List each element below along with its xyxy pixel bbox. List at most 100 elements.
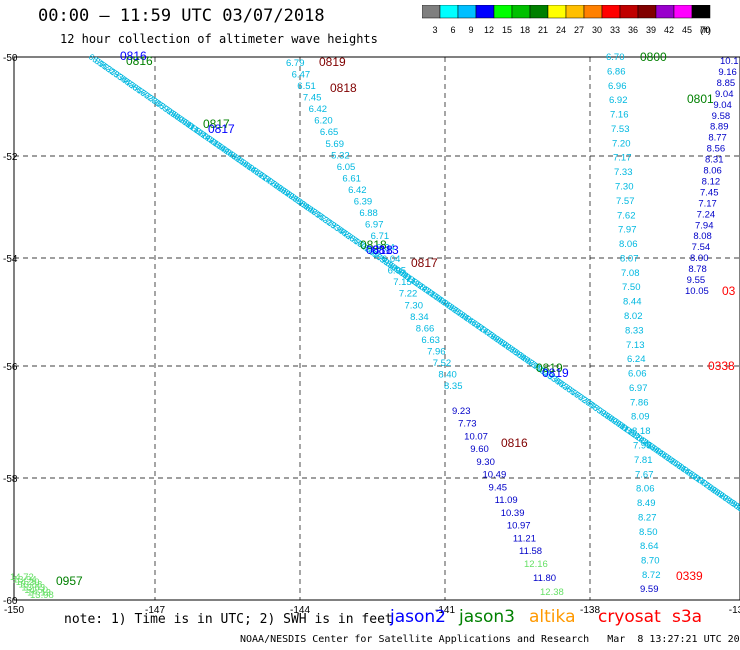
- swh-value-cryosat-a-high: 10.97: [507, 521, 531, 532]
- swh-value-cryosat-b: 7.30: [615, 182, 634, 193]
- swh-value-cryosat-a: 6.61: [342, 173, 361, 184]
- time-label: 0818: [366, 243, 393, 257]
- swh-value-cryosat-b-high: 9.59: [640, 584, 659, 595]
- colorbar-tick-label: 36: [628, 25, 638, 35]
- swh-value-cryosat-a-high: 10.39: [501, 508, 525, 519]
- time-label: 0338: [708, 359, 735, 373]
- swh-value-cryosat-b: 8.06: [636, 484, 655, 495]
- swh-value-cryosat-b: 6.92: [609, 95, 628, 106]
- swh-value-right-edge: 8.89: [710, 122, 729, 133]
- map-frame: [13, 56, 740, 601]
- swh-value-cryosat-a: 6.88: [359, 208, 378, 219]
- legend-cryosat: cryosat: [598, 607, 661, 627]
- swh-value-right-edge: 9.04: [713, 100, 732, 111]
- swh-value-corner: 13.94: [13, 575, 37, 586]
- swh-value-cryosat-b: 6.86: [607, 66, 626, 77]
- colorbar-unit: (ft): [700, 25, 711, 35]
- swh-value-cryosat-a: 6.97: [365, 220, 384, 231]
- swh-value-cryosat-b: 8.02: [624, 311, 643, 322]
- swh-value-cryosat-a: 7.52: [433, 358, 452, 369]
- swh-value-right-edge: 8.78: [688, 264, 707, 275]
- swh-value-cryosat-a: 6.63: [421, 335, 440, 346]
- swh-value-cryosat-a: 8.35: [444, 381, 463, 392]
- colorbar-tick-label: 30: [592, 25, 602, 35]
- swh-value-cryosat-b: 8.07: [620, 253, 639, 264]
- swh-value-right-edge: 9.55: [687, 275, 706, 286]
- swh-value-cryosat-b: 7.95: [633, 441, 652, 452]
- swh-value-cryosat-a: 6.05: [337, 162, 356, 173]
- swh-value-cryosat-a: 6.39: [354, 196, 373, 207]
- swh-value-jason-diagonal: 9.07: [734, 501, 740, 519]
- swh-value-cryosat-a-high: 9.23: [452, 406, 471, 417]
- swh-value-cryosat-a: 8.34: [410, 312, 429, 323]
- swh-value-jason-diagonal: 9.04: [730, 499, 740, 517]
- swh-value-cryosat-a: 7.30: [405, 300, 424, 311]
- swh-value-cryosat-a-high: 11.09: [495, 495, 518, 506]
- time-label: 0818: [330, 81, 357, 95]
- swh-value-right-edge: 8.12: [702, 176, 721, 187]
- swh-value-right-edge: 8.56: [707, 144, 726, 155]
- swh-value-cryosat-a-high: 9.30: [476, 457, 495, 468]
- swh-value-cryosat-b: 8.70: [641, 556, 660, 567]
- swh-value-cryosat-b: 8.33: [625, 325, 644, 336]
- swh-value-cryosat-b: 6.97: [629, 383, 648, 394]
- swh-value-cryosat-a-high: 10.49: [482, 470, 506, 481]
- time-label: 0819: [536, 361, 563, 375]
- lon-tick-label: -150: [4, 605, 24, 616]
- swh-value-cryosat-a: 8.40: [438, 369, 457, 380]
- lon-tick-label: -13: [729, 605, 740, 616]
- swh-value-cryosat-b: 8.64: [640, 541, 659, 552]
- page-subtitle: 12 hour collection of altimeter wave hei…: [60, 32, 378, 46]
- colorbar-swatch: [691, 5, 711, 19]
- colorbar-tick-label: 21: [538, 25, 548, 35]
- lat-tick-label: -50: [3, 53, 18, 64]
- footer-note: note: 1) Time is in UTC; 2) SWH is in fe…: [64, 612, 393, 627]
- swh-value-cryosat-b: 8.72: [642, 570, 661, 581]
- time-label: 0957: [56, 574, 83, 588]
- swh-value-cryosat-a-green: 12.16: [524, 559, 548, 570]
- lon-tick-label: -147: [145, 605, 165, 616]
- colorbar-tick-label: 18: [520, 25, 530, 35]
- lon-tick-label: -141: [435, 605, 455, 616]
- colorbar-tick-label: 27: [574, 25, 584, 35]
- swh-value-cryosat-b: 7.33: [614, 167, 633, 178]
- swh-value-cryosat-a: 6.42: [348, 185, 367, 196]
- swh-value-cryosat-a: 6.04: [382, 254, 401, 265]
- colorbar-tick-label: 39: [646, 25, 656, 35]
- swh-value-cryosat-a-sub: 11.80: [533, 573, 556, 584]
- lat-tick-label: -52: [3, 152, 18, 163]
- swh-value-cryosat-b: 7.67: [635, 469, 654, 480]
- swh-value-cryosat-a: 7.45: [303, 93, 322, 104]
- swh-value-right-edge: 7.24: [697, 209, 716, 220]
- swh-value-cryosat-b: 6.06: [628, 369, 647, 380]
- legend-altika: altika: [529, 607, 576, 627]
- swh-value-cryosat-a-high: 9.45: [489, 482, 508, 493]
- swh-value-right-edge: 8.77: [708, 133, 727, 144]
- swh-value-cryosat-b: 7.97: [618, 225, 637, 236]
- swh-value-cryosat-b: 6.24: [627, 354, 646, 365]
- swh-value-right-edge: 10.1: [720, 56, 739, 67]
- colorbar-tick-label: 15: [502, 25, 512, 35]
- legend-s3a: s3a: [672, 607, 703, 627]
- swh-value-cryosat-b: 7.81: [634, 455, 653, 466]
- time-label: 0819: [542, 366, 569, 380]
- colorbar-tick-label: 3: [432, 25, 437, 35]
- swh-value-cryosat-a: 6.34: [376, 243, 395, 254]
- swh-value-cryosat-b: 7.16: [610, 110, 629, 121]
- colorbar-tick-label: 24: [556, 25, 566, 35]
- time-label: 03: [722, 284, 736, 298]
- lon-tick-label: -144: [290, 605, 310, 616]
- swh-value-right-edge: 8.00: [690, 253, 709, 264]
- swh-value-corner: 13.88: [19, 580, 43, 591]
- swh-value-cryosat-a: 6.42: [309, 104, 328, 115]
- swh-value-cryosat-b: 7.62: [617, 210, 636, 221]
- time-label: 0813: [372, 243, 399, 257]
- time-label: 0816: [501, 436, 528, 450]
- swh-value-cryosat-a: 5.32: [331, 150, 350, 161]
- swh-value-corner: 14.72: [10, 572, 34, 583]
- swh-value-corner: 13.63: [21, 582, 45, 593]
- time-label: 0339: [676, 569, 703, 583]
- colorbar-tick-label: 9: [468, 25, 473, 35]
- swh-value-cryosat-b: 8.50: [639, 527, 658, 538]
